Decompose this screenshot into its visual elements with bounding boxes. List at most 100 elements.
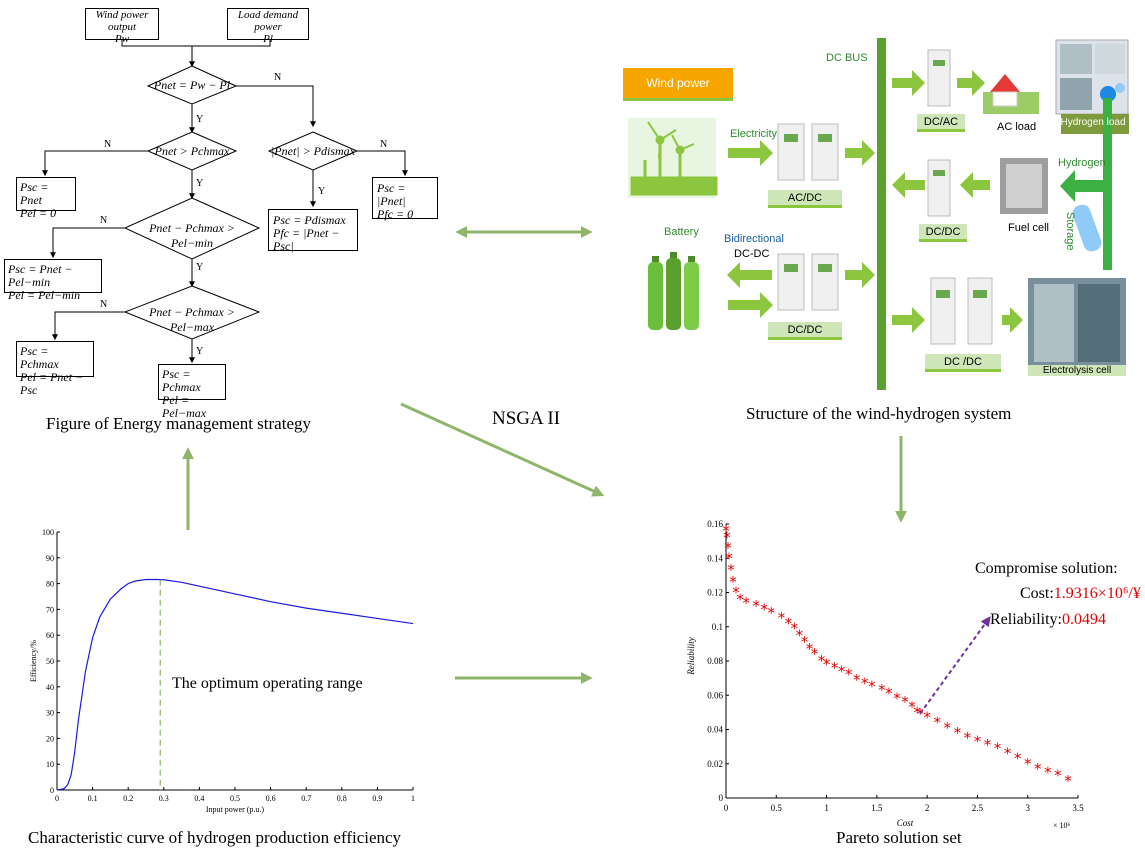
par-y-tick-label: 0: [719, 793, 724, 803]
strategy-caption: Figure of Energy management strategy: [46, 414, 311, 434]
load-demand-label: Load demand power: [228, 9, 308, 33]
par-x-tick-label: 1.5: [871, 803, 883, 813]
cost-label: Cost:: [1020, 585, 1054, 602]
eff-y-tick-label: 30: [46, 709, 54, 718]
eff-y-tick-label: 90: [46, 554, 54, 563]
eff-y-tick-label: 0: [50, 786, 54, 795]
wind-power-badge: Wind power: [623, 68, 733, 101]
compromise-title: Compromise solution:: [975, 560, 1118, 578]
nsga-label: NSGA II: [492, 408, 560, 430]
result-1b: Pel = 0: [20, 207, 72, 220]
electricity-label: Electricity: [730, 128, 777, 140]
eff-y-tick-label: 80: [46, 580, 54, 589]
label-no: N: [104, 139, 111, 150]
pareto-point: *: [1004, 744, 1012, 762]
eff-x-tick-label: 0.8: [337, 794, 347, 803]
storage-label: Storage: [1064, 212, 1076, 251]
pareto-point: *: [1064, 772, 1072, 790]
eff-y-tick-label: 100: [42, 528, 54, 537]
label-yes: Y: [196, 178, 203, 189]
load-demand-symbol: Pl: [228, 33, 308, 45]
label-no: N: [380, 139, 387, 150]
eff-x-tick-label: 0.5: [230, 794, 240, 803]
label-no: N: [100, 299, 107, 310]
wind-output-box: Wind power output Pw: [85, 8, 159, 40]
decision-el-max: Pnet − Pchmax > Pel−max: [128, 305, 256, 335]
result-box-4: Psc = Pchmax Pel = Pel−max: [158, 364, 226, 400]
result-6a: Psc = |Pnet|: [377, 182, 433, 208]
pareto-point: *: [1054, 767, 1062, 785]
decision-charge-max: Pnet > Pchmax: [150, 144, 234, 159]
result-2b: Pel = Pel−min: [8, 289, 98, 302]
pareto-point: *: [768, 604, 776, 622]
par-y-tick-label: 0.14: [707, 553, 723, 563]
result-1a: Psc = Pnet: [20, 181, 72, 207]
pareto-point: *: [944, 719, 952, 737]
par-y-tick-label: 0.02: [707, 759, 723, 769]
pareto-point: *: [1014, 750, 1022, 768]
label-yes: Y: [318, 186, 325, 197]
dcdc-electrolysis-converter: DC /DC: [925, 354, 1001, 372]
result-3b: Pel = Pnet − Psc: [20, 371, 90, 397]
label-no: N: [274, 72, 281, 83]
decision-net-power: Pnet = Pw − Pl: [150, 78, 234, 93]
compromise-reliability: Reliability:0.0494: [990, 611, 1106, 629]
eff-x-tick-label: 0.7: [301, 794, 311, 803]
optimum-range-annotation: The optimum operating range: [172, 675, 363, 693]
eff-y-tick-label: 20: [46, 734, 54, 743]
par-y-tick-label: 0.04: [707, 725, 723, 735]
label-no: N: [100, 215, 107, 226]
pareto-point: *: [954, 724, 962, 742]
compromise-cost: Cost:1.9316×10⁶/¥: [1020, 585, 1141, 603]
pareto-point: *: [752, 597, 760, 615]
pareto-point: *: [984, 736, 992, 754]
reliability-value: 0.0494: [1062, 611, 1106, 628]
decision-el-min: Pnet − Pchmax > Pel−min: [128, 221, 256, 251]
eff-x-tick-label: 0.3: [159, 794, 169, 803]
par-x-tick-label: 3.5: [1072, 803, 1084, 813]
eff-y-label: Efficiency/%: [29, 640, 38, 682]
result-box-2: Psc = Pnet − Pel−min Pel = Pel−min: [4, 259, 102, 293]
structure-caption: Structure of the wind-hydrogen system: [746, 404, 1011, 424]
par-y-label: Reliability: [686, 637, 696, 676]
par-y-tick-label: 0.12: [707, 588, 723, 598]
par-x-tick-label: 2.5: [972, 803, 984, 813]
electrolysis-label: Electrolysis cell: [1028, 365, 1126, 376]
result-box-6: Psc = |Pnet| Pfc = 0: [372, 177, 438, 219]
acdc-converter: AC/DC: [768, 190, 842, 208]
par-x-tick-label: 0: [724, 803, 729, 813]
par-x-tick-label: 0.5: [771, 803, 783, 813]
result-4a: Psc = Pchmax: [162, 368, 222, 394]
eff-x-tick-label: 0.9: [372, 794, 382, 803]
result-box-1: Psc = Pnet Pel = 0: [16, 177, 76, 211]
wind-output-label: Wind power output: [86, 9, 158, 33]
dcdc-fuelcell-converter: DC/DC: [919, 224, 967, 242]
pareto-point: *: [742, 594, 750, 612]
dcdc-battery-converter: DC/DC: [768, 322, 842, 340]
dcdc-label: DC-DC: [734, 248, 769, 260]
pareto-caption: Pareto solution set: [836, 828, 962, 848]
label-yes: Y: [196, 114, 203, 125]
eff-y-tick-label: 50: [46, 657, 54, 666]
bidirectional-label: Bidirectional: [724, 233, 784, 245]
pareto-point: *: [994, 739, 1002, 757]
cost-value: 1.9316×10⁶/¥: [1054, 585, 1141, 602]
efficiency-caption: Characteristic curve of hydrogen product…: [28, 828, 401, 848]
pareto-point: *: [1034, 760, 1042, 778]
efficiency-chart: 0 10 20 30 40 50 60 70 80 90 100 0 0.1 0.2 0.3 0.4 0.5 0…: [29, 528, 415, 814]
par-x-label: Cost: [897, 818, 914, 828]
hydrogen-arrow: [1060, 170, 1105, 202]
eff-y-tick-label: 40: [46, 683, 54, 692]
pareto-point: *: [923, 709, 931, 727]
eff-x-tick-label: 0.4: [194, 794, 204, 803]
pareto-point: *: [964, 729, 972, 747]
compromise-arrow: [920, 619, 988, 713]
pareto-point: *: [933, 714, 941, 732]
par-y-tick-label: 0.06: [707, 690, 723, 700]
result-6b: Pfc = 0: [377, 208, 433, 221]
load-demand-box: Load demand power Pl: [227, 8, 309, 40]
par-x-tick-label: 2: [925, 803, 930, 813]
par-y-tick-label: 0.08: [707, 656, 723, 666]
decision-discharge-max: |Pnet| > Pdismax: [271, 144, 355, 159]
eff-x-tick-label: 0.2: [123, 794, 133, 803]
